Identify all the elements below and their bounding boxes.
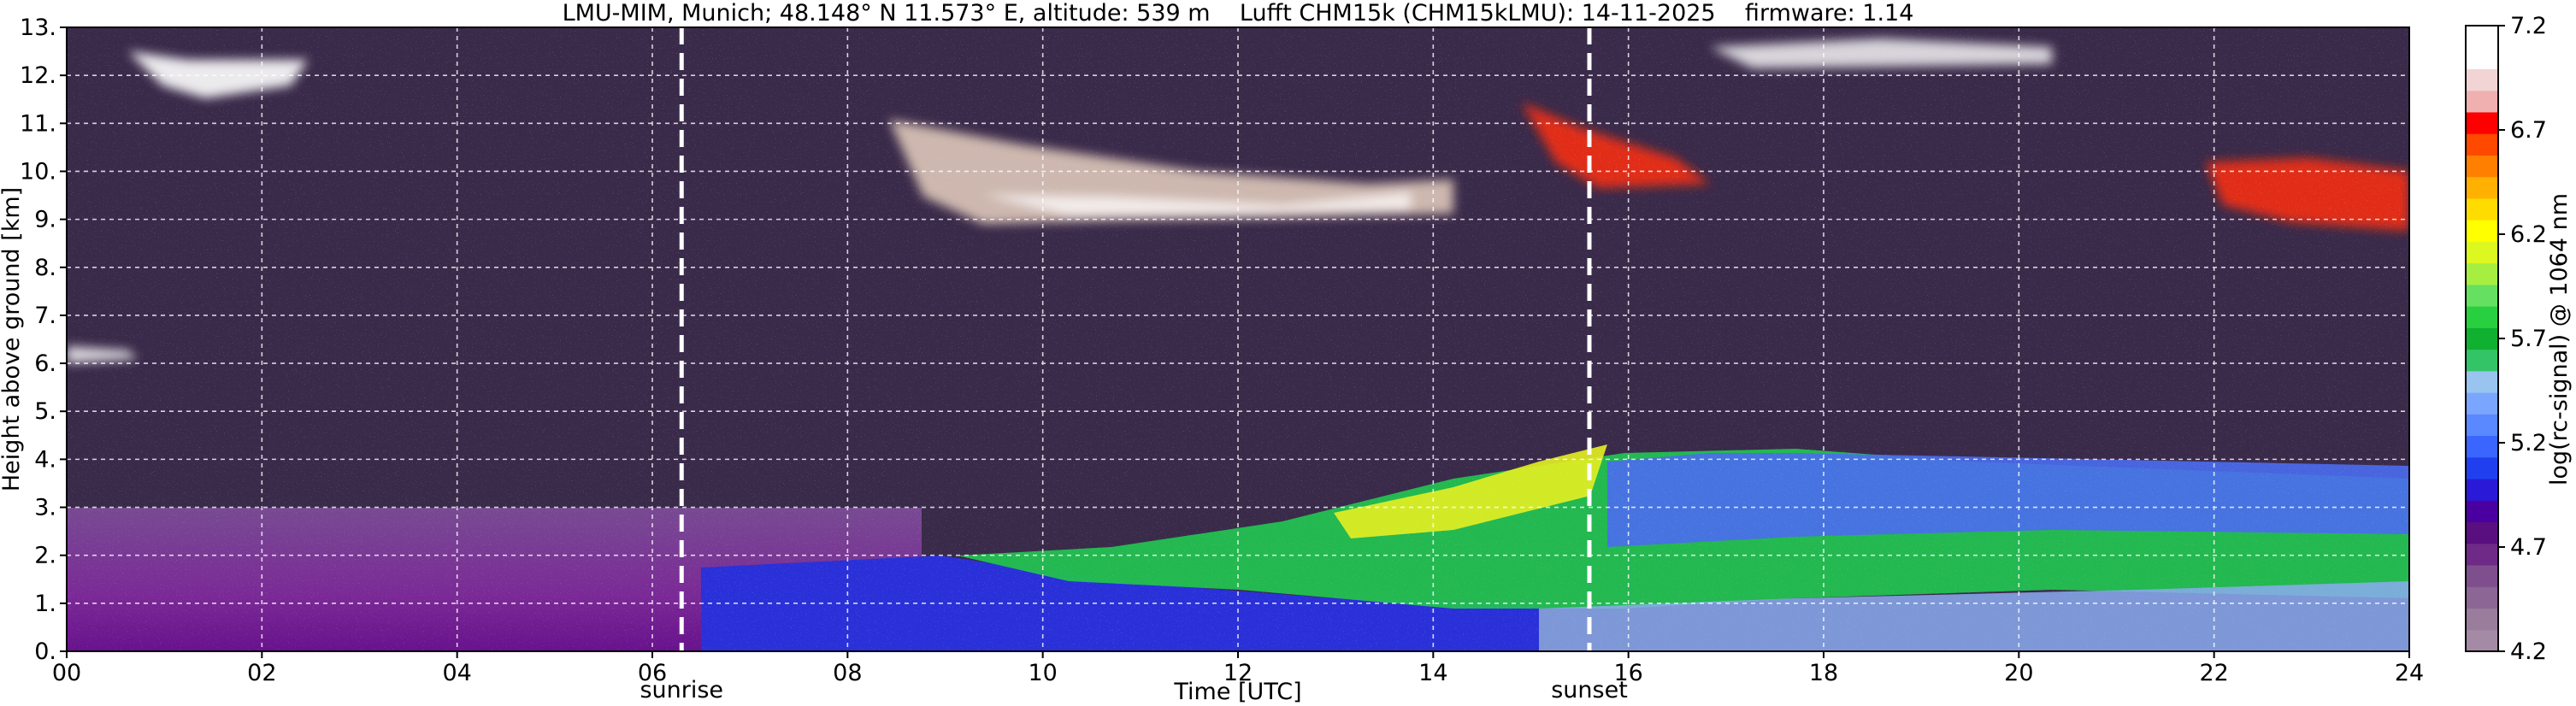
- x-tick-label: 02: [247, 660, 276, 686]
- colorbar-cell: [2466, 241, 2498, 264]
- grid: [67, 27, 2409, 651]
- colorbar-tick-label: 6.2: [2510, 221, 2547, 248]
- y-tick-label: 5.: [34, 398, 56, 425]
- colorbar-cell: [2466, 176, 2498, 199]
- colorbar-cell: [2466, 500, 2498, 523]
- colorbar-cell: [2466, 565, 2498, 587]
- x-tick-label: 10: [1028, 660, 1057, 686]
- colorbar-cell: [2466, 284, 2498, 307]
- colorbar-cell: [2466, 349, 2498, 372]
- x-tick-label: 22: [2199, 660, 2228, 686]
- colorbar-cell: [2466, 111, 2498, 134]
- colorbar-cell: [2466, 47, 2498, 69]
- colorbar-cell: [2466, 327, 2498, 350]
- x-tick-label: 12: [1223, 660, 1253, 686]
- y-tick-label: 6.: [34, 350, 56, 377]
- x-tick-label: 04: [442, 660, 471, 686]
- colorbar-tick-label: 5.2: [2510, 430, 2547, 456]
- x-tick-label: 16: [1613, 660, 1642, 686]
- x-axis: 00 02 04 06 08 10 12 14 16 18 20 22 24: [52, 651, 2424, 686]
- colorbar-label: log(rc-signal) @ 1064 nm: [2546, 193, 2573, 485]
- backscatter-field: [67, 27, 2409, 651]
- colorbar-cell: [2466, 629, 2498, 652]
- colorbar-cell: [2466, 262, 2498, 285]
- annotation-label: sunset: [1551, 677, 1628, 703]
- colorbar-cell: [2466, 26, 2498, 48]
- x-tick-label: 00: [52, 660, 81, 686]
- y-tick-label: 11.: [20, 110, 56, 137]
- annotation-labels: sunrise sunset: [640, 677, 1627, 703]
- colorbar-cell: [2466, 370, 2498, 393]
- colorbar-cell: [2466, 133, 2498, 156]
- y-tick-label: 12.: [20, 62, 56, 89]
- y-tick-label: 0.: [34, 638, 56, 665]
- colorbar-cell: [2466, 90, 2498, 113]
- x-tick-label: 18: [1809, 660, 1838, 686]
- colorbar-cell: [2466, 414, 2498, 437]
- colorbar-cell: [2466, 306, 2498, 328]
- colorbar-cell: [2466, 586, 2498, 609]
- plot-area: [66, 26, 2410, 652]
- annotation-lines: [679, 27, 1592, 651]
- colorbar-cell: [2466, 456, 2498, 479]
- y-tick-label: 10.: [20, 158, 56, 185]
- colorbar-cell: [2466, 479, 2498, 501]
- colorbar-ticks: 4.2 4.7 5.2 5.7 6.2 6.7 7.2: [2498, 13, 2547, 665]
- x-tick-label: 20: [2004, 660, 2033, 686]
- y-tick-label: 13.: [20, 15, 56, 41]
- colorbar-cell: [2466, 220, 2498, 242]
- colorbar-cell: [2466, 197, 2498, 221]
- colorbar: 4.2 4.7 5.2 5.7 6.2 6.7 7.2 log(rc-signal) @ 1…: [2465, 13, 2573, 665]
- colorbar-tick-label: 7.2: [2510, 13, 2547, 39]
- x-tick-label: 06: [638, 660, 667, 686]
- y-tick-label: 7.: [34, 303, 56, 329]
- y-tick-label: 9.: [34, 207, 56, 233]
- colorbar-cell: [2466, 392, 2498, 415]
- y-axis-label: Height above ground [km]: [0, 187, 25, 491]
- colorbar-cell: [2466, 543, 2498, 566]
- x-tick-label: 14: [1418, 660, 1447, 686]
- colorbar-cell: [2466, 521, 2498, 544]
- colorbar-tick-label: 6.7: [2510, 117, 2547, 144]
- y-tick-label: 2.: [34, 543, 56, 569]
- x-axis-label: Time [UTC]: [1173, 679, 1301, 705]
- y-tick-label: 8.: [34, 255, 56, 281]
- annotation-label: sunrise: [640, 677, 723, 703]
- x-tick-label: 24: [2395, 660, 2424, 686]
- colorbar-cell: [2466, 608, 2498, 631]
- chart-title: LMU-MIM, Munich; 48.148° N 11.573° E, al…: [563, 0, 1914, 26]
- x-tick-label: 08: [833, 660, 862, 686]
- y-axis: 0. 1. 2. 3. 4. 5. 6. 7. 8. 9. 10. 11. 12. 13.: [20, 15, 67, 665]
- colorbar-cells: [2466, 26, 2498, 652]
- colorbar-tick-label: 4.7: [2510, 534, 2547, 561]
- y-tick-label: 1.: [34, 591, 56, 617]
- colorbar-tick-label: 5.7: [2510, 326, 2547, 352]
- y-tick-label: 4.: [34, 446, 56, 473]
- colorbar-cell: [2466, 68, 2498, 91]
- colorbar-cell: [2466, 435, 2498, 458]
- colorbar-cell: [2466, 155, 2498, 178]
- colorbar-tick-label: 4.2: [2510, 638, 2547, 665]
- y-tick-label: 3.: [34, 495, 56, 521]
